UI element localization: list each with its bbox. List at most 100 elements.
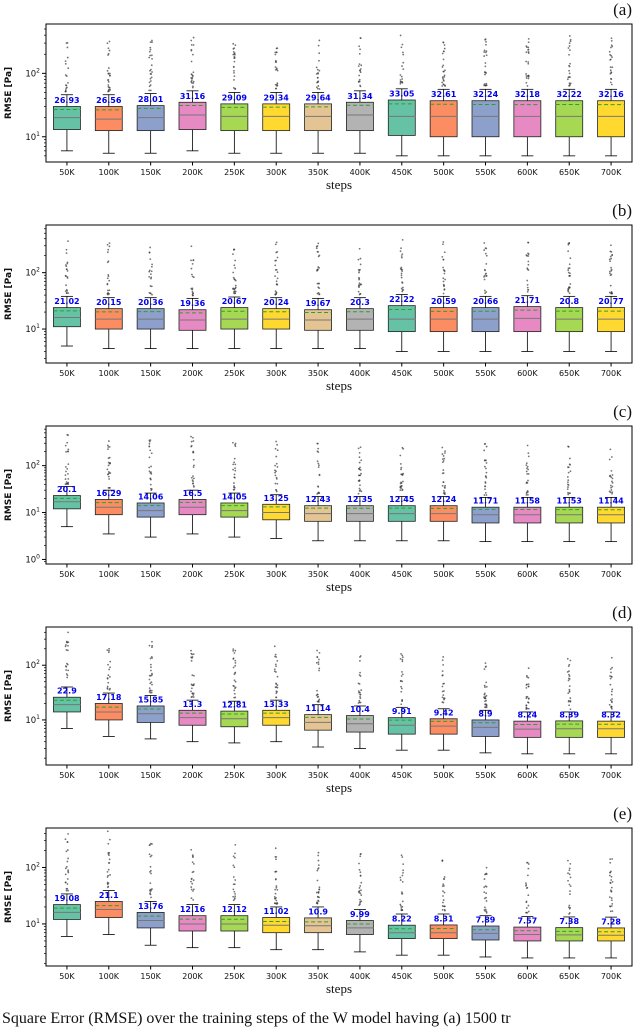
svg-text:19.08: 19.08 [54, 894, 80, 903]
svg-text:300K: 300K [266, 771, 287, 780]
svg-text:100K: 100K [99, 972, 120, 981]
svg-text:250K: 250K [224, 369, 245, 378]
svg-text:steps: steps [326, 579, 352, 594]
svg-text:(a): (a) [613, 0, 632, 19]
svg-text:400K: 400K [350, 369, 371, 378]
svg-text:250K: 250K [224, 570, 245, 579]
svg-text:11.58: 11.58 [515, 497, 541, 506]
svg-text:101: 101 [25, 323, 40, 335]
svg-text:26.56: 26.56 [96, 96, 122, 105]
svg-text:20.59: 20.59 [431, 297, 457, 306]
svg-text:350K: 350K [308, 168, 329, 177]
svg-text:11.71: 11.71 [473, 497, 499, 506]
svg-text:26.93: 26.93 [54, 96, 79, 105]
svg-text:300K: 300K [266, 972, 287, 981]
svg-text:450K: 450K [392, 570, 413, 579]
svg-text:300K: 300K [266, 369, 287, 378]
svg-text:200K: 200K [182, 771, 203, 780]
svg-text:50K: 50K [59, 972, 75, 981]
svg-text:11.53: 11.53 [557, 497, 582, 506]
svg-text:350K: 350K [308, 369, 329, 378]
svg-text:32.61: 32.61 [431, 90, 457, 99]
svg-text:150K: 150K [140, 972, 161, 981]
svg-text:200K: 200K [182, 168, 203, 177]
svg-text:20.67: 20.67 [222, 297, 247, 306]
svg-text:700K: 700K [601, 771, 622, 780]
svg-text:450K: 450K [392, 168, 413, 177]
svg-text:12.81: 12.81 [222, 701, 248, 710]
svg-text:550K: 550K [475, 369, 496, 378]
svg-text:20.24: 20.24 [264, 298, 290, 307]
svg-text:350K: 350K [308, 771, 329, 780]
svg-text:101: 101 [25, 714, 40, 726]
svg-text:22.9: 22.9 [57, 687, 77, 696]
svg-text:29.34: 29.34 [264, 93, 290, 102]
svg-text:21.1: 21.1 [99, 891, 119, 900]
svg-text:500K: 500K [433, 570, 454, 579]
svg-text:10.4: 10.4 [350, 705, 370, 714]
svg-text:102: 102 [25, 861, 40, 873]
svg-text:28.01: 28.01 [138, 95, 164, 104]
svg-text:200K: 200K [182, 369, 203, 378]
boxplot-chart-e: 101 102 50K 100K 150K 200K 250K 300K 350K 400K 450… [4, 804, 633, 996]
svg-text:400K: 400K [350, 972, 371, 981]
svg-text:12.16: 12.16 [180, 905, 206, 914]
svg-text:600K: 600K [517, 570, 538, 579]
boxplot-chart-c: 100 101 102 50K 100K 150K 200K 250K 300K 350K 400K… [4, 402, 633, 594]
svg-text:steps: steps [326, 981, 352, 996]
svg-text:7.28: 7.28 [601, 917, 621, 926]
svg-text:20.3: 20.3 [350, 298, 370, 307]
svg-text:steps: steps [326, 780, 352, 795]
svg-text:101: 101 [25, 131, 40, 143]
svg-text:15.85: 15.85 [138, 695, 164, 704]
svg-text:11.14: 11.14 [305, 704, 331, 713]
svg-text:100K: 100K [99, 570, 120, 579]
svg-text:500K: 500K [433, 972, 454, 981]
svg-text:100K: 100K [99, 369, 120, 378]
svg-text:11.44: 11.44 [598, 497, 624, 506]
svg-text:150K: 150K [140, 369, 161, 378]
svg-text:20.1: 20.1 [57, 485, 77, 494]
svg-text:(c): (c) [613, 402, 632, 421]
boxplot-panel-c: 100 101 102 50K 100K 150K 200K 250K 300K 350K 400K… [0, 402, 640, 603]
boxplot-chart-a: 101 102 50K 100K 150K 200K 250K 300K 350K 400K 450… [4, 0, 633, 192]
svg-text:29.09: 29.09 [222, 93, 248, 102]
svg-text:RMSE [Pa]: RMSE [Pa] [4, 268, 14, 320]
svg-text:14.05: 14.05 [222, 492, 248, 501]
svg-text:150K: 150K [140, 570, 161, 579]
svg-text:8.32: 8.32 [601, 711, 621, 720]
svg-text:600K: 600K [517, 168, 538, 177]
svg-text:8.39: 8.39 [559, 710, 579, 719]
svg-text:500K: 500K [433, 369, 454, 378]
svg-text:550K: 550K [475, 771, 496, 780]
svg-text:100K: 100K [99, 771, 120, 780]
svg-text:350K: 350K [308, 972, 329, 981]
figure-caption: Square Error (RMSE) over the training st… [2, 1010, 511, 1027]
svg-text:550K: 550K [475, 168, 496, 177]
svg-text:16.5: 16.5 [183, 489, 203, 498]
svg-text:12.43: 12.43 [305, 495, 330, 504]
svg-text:8.9: 8.9 [478, 709, 493, 718]
svg-text:8.22: 8.22 [392, 915, 412, 924]
svg-text:600K: 600K [517, 369, 538, 378]
svg-text:13.25: 13.25 [264, 494, 290, 503]
svg-text:32.16: 32.16 [598, 90, 624, 99]
svg-text:400K: 400K [350, 771, 371, 780]
svg-text:200K: 200K [182, 570, 203, 579]
svg-text:31.16: 31.16 [180, 92, 206, 101]
svg-text:20.8: 20.8 [559, 297, 579, 306]
svg-text:20.36: 20.36 [138, 298, 164, 307]
svg-text:19.36: 19.36 [180, 299, 206, 308]
svg-text:500K: 500K [433, 168, 454, 177]
svg-text:650K: 650K [559, 369, 580, 378]
boxplot-panel-b: 101 102 50K 100K 150K 200K 250K 300K 350K 400K 450… [0, 201, 640, 402]
svg-text:50K: 50K [59, 570, 75, 579]
svg-text:450K: 450K [392, 771, 413, 780]
svg-text:21.02: 21.02 [54, 297, 79, 306]
svg-text:500K: 500K [433, 771, 454, 780]
svg-text:550K: 550K [475, 972, 496, 981]
svg-text:150K: 150K [140, 168, 161, 177]
svg-text:350K: 350K [308, 570, 329, 579]
svg-text:16.29: 16.29 [96, 489, 122, 498]
svg-text:14.06: 14.06 [138, 492, 164, 501]
